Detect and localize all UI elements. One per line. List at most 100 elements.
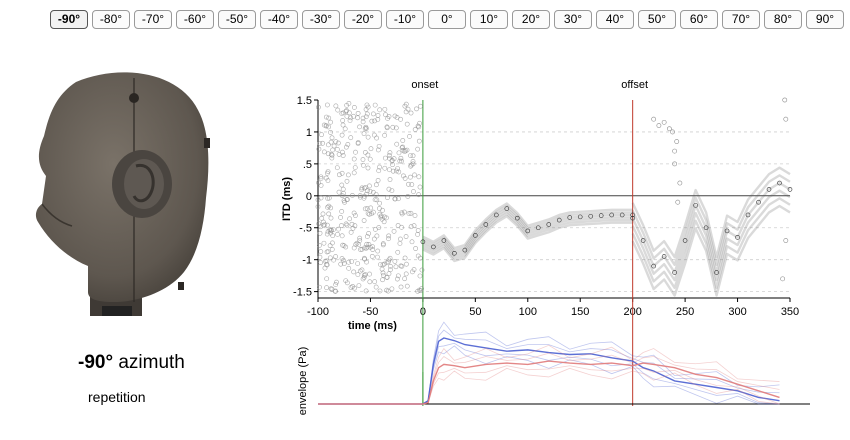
noise-point (346, 259, 352, 265)
azimuth-button[interactable]: -10° (386, 10, 424, 29)
azimuth-button[interactable]: 20° (512, 10, 550, 29)
outlier-point (666, 126, 672, 132)
outlier-point (651, 116, 657, 122)
noise-point (363, 191, 369, 197)
itd-point (494, 212, 499, 218)
noise-point (397, 241, 403, 246)
azimuth-button[interactable]: -60° (176, 10, 214, 29)
noise-point (341, 198, 347, 204)
azimuth-button[interactable]: -30° (302, 10, 340, 29)
x-tick-label: 350 (781, 306, 799, 318)
noise-point (317, 284, 322, 290)
noise-point (354, 240, 360, 246)
noise-point (384, 124, 390, 130)
noise-point (389, 286, 395, 292)
noise-point (343, 109, 349, 114)
itd-point (483, 222, 489, 227)
noise-point (361, 131, 367, 137)
noise-point (330, 147, 336, 153)
noise-point (335, 140, 341, 146)
outlier-point (677, 180, 683, 186)
noise-point (365, 152, 371, 158)
noise-point (361, 272, 367, 278)
azimuth-button[interactable]: 30° (554, 10, 592, 29)
noise-point (328, 139, 334, 145)
noise-point (375, 147, 381, 153)
noise-point (404, 283, 410, 289)
noise-point (375, 177, 381, 183)
itd-track (631, 166, 791, 259)
envelope-chart: envelope (Pa) (297, 321, 810, 415)
noise-point (399, 210, 405, 216)
noise-point (352, 285, 357, 291)
noise-point (396, 169, 402, 175)
noise-point (393, 125, 399, 131)
noise-point (382, 132, 388, 138)
azimuth-button[interactable]: -40° (260, 10, 298, 29)
azimuth-button[interactable]: 80° (764, 10, 802, 29)
noise-point (339, 182, 345, 188)
azimuth-button[interactable]: -80° (92, 10, 130, 29)
noise-point (335, 231, 340, 237)
envelope-line (318, 342, 780, 405)
noise-point (391, 228, 397, 234)
noise-point (380, 241, 386, 247)
noise-point (352, 165, 358, 171)
noise-point (340, 118, 346, 123)
azimuth-button[interactable]: -20° (344, 10, 382, 29)
noise-point (326, 203, 332, 209)
noise-point (336, 189, 342, 195)
noise-point (357, 194, 363, 200)
noise-point (374, 233, 380, 239)
envelope-line (318, 321, 780, 405)
azimuth-button[interactable]: 60° (680, 10, 718, 29)
noise-point (318, 182, 324, 188)
noise-point (340, 242, 346, 248)
noise-point (374, 197, 380, 203)
noise-point (323, 123, 329, 129)
azimuth-button[interactable]: -50° (218, 10, 256, 29)
onset-label: onset (411, 79, 438, 91)
noise-point (365, 165, 371, 171)
noise-point (401, 209, 407, 215)
outlier-point (780, 276, 786, 282)
itd-point (514, 215, 520, 221)
noise-point (336, 152, 342, 157)
noise-point (318, 174, 324, 180)
noise-point (395, 276, 400, 282)
azimuth-button[interactable]: 0° (428, 10, 466, 29)
noise-point (403, 109, 409, 115)
itd-point (735, 235, 740, 240)
noise-point (357, 124, 362, 130)
y-axis-label: ITD (ms) (281, 177, 293, 221)
noise-point (365, 134, 371, 140)
itd-track (422, 209, 633, 258)
azimuth-button[interactable]: 90° (806, 10, 844, 29)
noise-point (325, 178, 331, 183)
noise-point (405, 194, 411, 199)
outlier-point (675, 199, 681, 205)
noise-point (406, 181, 411, 187)
azimuth-selector: -90° -80° -70° -60° -50° -40° -30° -20° -10° 0° 10… (50, 10, 845, 30)
noise-point (324, 102, 330, 108)
azimuth-button[interactable]: 70° (722, 10, 760, 29)
noise-point (380, 277, 385, 283)
noise-point (319, 132, 324, 138)
outlier-point (782, 97, 788, 103)
noise-point (317, 242, 322, 248)
noise-point (396, 196, 401, 202)
noise-point (390, 162, 395, 168)
azimuth-button[interactable]: -70° (134, 10, 172, 29)
azimuth-button[interactable]: 40° (596, 10, 634, 29)
noise-point (318, 224, 323, 230)
noise-point (323, 175, 329, 181)
repetition-label: repetition (88, 389, 146, 405)
noise-point (416, 192, 422, 198)
noise-point (388, 267, 393, 273)
azimuth-button[interactable]: 50° (638, 10, 676, 29)
azimuth-button[interactable]: -90° (50, 10, 88, 29)
noise-point (355, 110, 361, 116)
azimuth-button[interactable]: 10° (470, 10, 508, 29)
outlier-point (783, 238, 789, 243)
noise-point (318, 249, 324, 254)
